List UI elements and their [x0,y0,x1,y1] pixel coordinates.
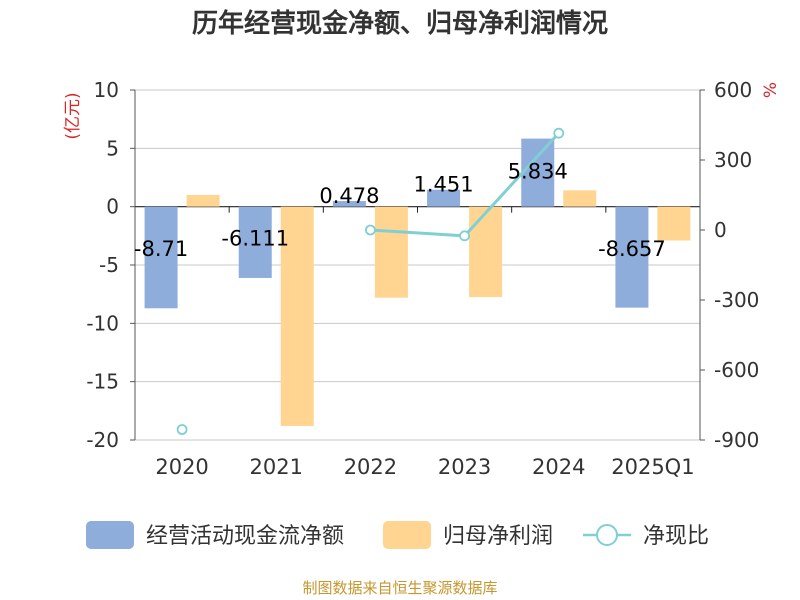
bar-ocf [427,189,461,207]
data-label: -6.111 [221,227,289,251]
chart-title: 历年经营现金净额、归母净利润情况 [192,8,608,39]
legend-marker [596,524,618,546]
right-tick-label: 600 [714,78,752,102]
legend-label: 经营活动现金流净额 [146,524,344,549]
data-label: -8.657 [598,237,666,261]
left-tick-label: 0 [106,195,119,219]
category-label: 2022 [344,455,397,479]
category-label: 2021 [250,455,303,479]
left-tick-label: 10 [94,78,119,102]
left-tick-label: -5 [99,253,119,277]
category-label: 2024 [532,455,585,479]
ratio-line [176,127,565,435]
bar-ocf [615,206,649,308]
right-tick-label: 300 [714,148,752,172]
ratio-point [553,127,565,139]
bar-net-profit [374,206,408,298]
category-label: 2020 [155,455,208,479]
bar-ocf [521,138,555,207]
ratio-point [459,230,470,242]
legend: 经营活动现金流净额 归母净利润 净现比 [86,521,709,549]
bar-net-profit [186,195,220,207]
bar-ocf [332,201,366,207]
grid [135,89,700,441]
source-note: 制图数据来自恒生聚源数据库 [302,579,497,597]
legend-label: 归母净利润 [443,524,553,549]
legend-swatch [86,521,134,549]
data-label: -8.71 [134,237,188,261]
category-label: 2025Q1 [611,455,694,479]
right-tick-label: 0 [714,218,727,242]
left-tick-label: -20 [86,428,119,452]
legend-label: 净现比 [643,524,709,549]
right-tick-label: -300 [714,288,759,312]
ratio-segment [463,132,560,237]
data-label: 5.834 [508,160,568,184]
ratio-segment [370,228,465,238]
data-label: 0.478 [319,184,379,208]
left-unit-label: (亿元) [63,92,83,139]
right-unit-label: % [761,82,781,98]
legend-swatch [383,521,431,549]
data-label: 1.451 [414,173,474,197]
data-labels: -8.71 -6.111 0.478 1.451 5.834 -8.657 [134,160,666,262]
left-tick-label: -15 [86,370,119,394]
ratio-point [176,424,188,435]
bar-net-profit [563,190,597,207]
ratio-point [365,224,376,236]
left-tick-label: -10 [86,311,119,335]
category-label: 2023 [438,455,491,479]
bars [144,138,691,426]
right-tick-label: -900 [714,428,759,452]
bar-net-profit [657,206,691,241]
bar-net-profit [280,206,314,426]
bar-ocf [144,206,178,309]
left-tick-label: 5 [106,136,119,160]
bar-net-profit [469,206,503,298]
right-tick-label: -600 [714,358,759,382]
axes: 10 5 0 -5 -10 -15 -20 600 300 0 -300 -600 -900 2020 20… [63,78,781,479]
bar-ocf [238,206,272,278]
